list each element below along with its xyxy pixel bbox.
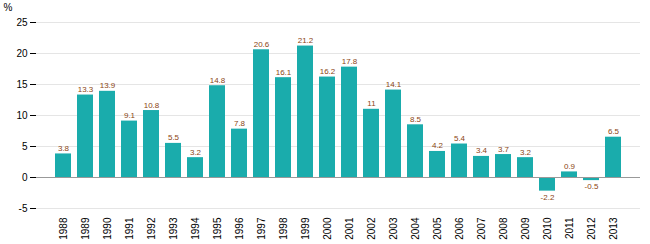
svg-text:2000: 2000 [322, 217, 333, 240]
svg-text:11: 11 [367, 99, 376, 108]
svg-text:1988: 1988 [58, 217, 69, 240]
svg-text:3.8: 3.8 [58, 144, 70, 153]
svg-text:2010: 2010 [542, 217, 553, 240]
svg-text:1996: 1996 [234, 217, 245, 240]
svg-text:1999: 1999 [300, 217, 311, 240]
svg-text:3.7: 3.7 [498, 145, 510, 154]
svg-text:3.2: 3.2 [190, 148, 202, 157]
svg-text:2002: 2002 [366, 217, 377, 240]
svg-text:20.6: 20.6 [254, 40, 270, 49]
svg-text:1997: 1997 [256, 217, 267, 240]
svg-text:17.8: 17.8 [342, 57, 358, 66]
svg-text:6.5: 6.5 [608, 127, 620, 136]
svg-text:%: % [4, 2, 13, 13]
svg-text:2001: 2001 [344, 217, 355, 240]
svg-text:1998: 1998 [278, 217, 289, 240]
svg-text:5.4: 5.4 [454, 134, 466, 143]
svg-text:-5: -5 [19, 203, 28, 214]
svg-text:4.2: 4.2 [432, 141, 444, 150]
svg-text:1993: 1993 [168, 217, 179, 240]
svg-text:15: 15 [16, 79, 28, 90]
svg-text:-2.2: -2.2 [541, 193, 555, 202]
svg-text:16.2: 16.2 [320, 67, 336, 76]
svg-text:2004: 2004 [410, 217, 421, 240]
svg-text:5: 5 [22, 141, 28, 152]
svg-text:3.2: 3.2 [520, 148, 532, 157]
svg-text:-0.5: -0.5 [585, 182, 599, 191]
svg-text:10: 10 [16, 110, 28, 121]
svg-text:3.4: 3.4 [476, 146, 488, 155]
svg-text:20: 20 [16, 48, 28, 59]
svg-text:2006: 2006 [454, 217, 465, 240]
svg-text:9.1: 9.1 [124, 111, 136, 120]
svg-text:10.8: 10.8 [144, 101, 160, 110]
svg-text:25: 25 [16, 17, 28, 28]
svg-text:16.1: 16.1 [276, 68, 292, 77]
svg-text:0.9: 0.9 [564, 162, 576, 171]
svg-text:1995: 1995 [212, 217, 223, 240]
svg-text:1991: 1991 [124, 217, 135, 240]
svg-text:1992: 1992 [146, 217, 157, 240]
svg-text:2005: 2005 [432, 217, 443, 240]
svg-text:2011: 2011 [564, 217, 575, 239]
svg-text:5.5: 5.5 [168, 133, 180, 142]
svg-text:21.2: 21.2 [298, 36, 314, 45]
svg-text:2003: 2003 [388, 217, 399, 240]
svg-text:1989: 1989 [80, 217, 91, 240]
svg-text:1990: 1990 [102, 217, 113, 240]
svg-text:1994: 1994 [190, 217, 201, 240]
svg-text:14.8: 14.8 [210, 76, 226, 85]
svg-text:2013: 2013 [608, 217, 619, 240]
svg-text:2012: 2012 [586, 217, 597, 240]
svg-text:2008: 2008 [498, 217, 509, 240]
svg-text:7.8: 7.8 [234, 119, 246, 128]
svg-text:2009: 2009 [520, 217, 531, 240]
svg-text:8.5: 8.5 [410, 115, 422, 124]
svg-text:14.1: 14.1 [386, 80, 402, 89]
svg-text:0: 0 [22, 172, 28, 183]
svg-text:13.3: 13.3 [78, 85, 94, 94]
svg-text:13.9: 13.9 [100, 81, 116, 90]
svg-text:2007: 2007 [476, 217, 487, 240]
